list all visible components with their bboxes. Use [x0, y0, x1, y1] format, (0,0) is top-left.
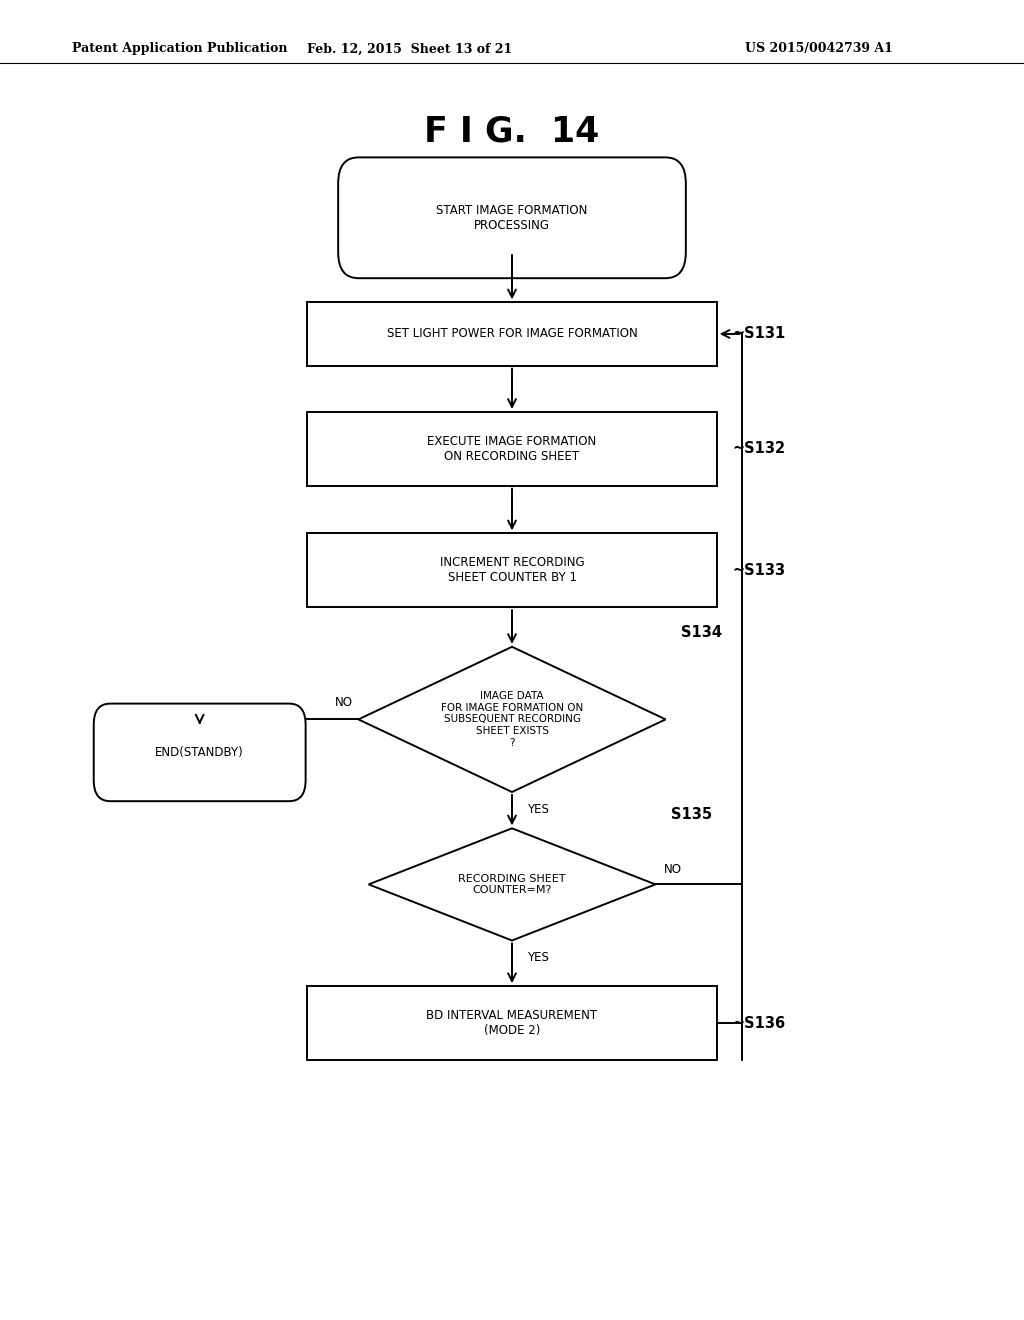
Bar	[307, 302, 717, 366]
Text: NO: NO	[664, 863, 682, 876]
Polygon shape	[358, 647, 666, 792]
Text: ~S136: ~S136	[732, 1015, 785, 1031]
Text: Patent Application Publication: Patent Application Publication	[72, 42, 287, 55]
Text: F I G.  14: F I G. 14	[424, 115, 600, 149]
Text: SET LIGHT POWER FOR IMAGE FORMATION: SET LIGHT POWER FOR IMAGE FORMATION	[387, 327, 637, 341]
Text: Feb. 12, 2015  Sheet 13 of 21: Feb. 12, 2015 Sheet 13 of 21	[307, 42, 512, 55]
Text: BD INTERVAL MEASUREMENT
(MODE 2): BD INTERVAL MEASUREMENT (MODE 2)	[426, 1008, 598, 1038]
FancyBboxPatch shape	[94, 704, 305, 801]
Text: ~S132: ~S132	[732, 441, 785, 457]
Text: RECORDING SHEET
COUNTER=M?: RECORDING SHEET COUNTER=M?	[459, 874, 565, 895]
Text: END(STANDBY): END(STANDBY)	[156, 746, 244, 759]
Text: US 2015/0042739 A1: US 2015/0042739 A1	[745, 42, 893, 55]
Text: START IMAGE FORMATION
PROCESSING: START IMAGE FORMATION PROCESSING	[436, 203, 588, 232]
Text: INCREMENT RECORDING
SHEET COUNTER BY 1: INCREMENT RECORDING SHEET COUNTER BY 1	[439, 556, 585, 585]
Bar	[307, 412, 717, 486]
Text: S134: S134	[681, 626, 722, 640]
Bar	[307, 533, 717, 607]
Text: ~S131: ~S131	[732, 326, 785, 342]
Text: S135: S135	[671, 807, 712, 821]
Text: ~S133: ~S133	[732, 562, 785, 578]
Text: EXECUTE IMAGE FORMATION
ON RECORDING SHEET: EXECUTE IMAGE FORMATION ON RECORDING SHE…	[427, 434, 597, 463]
Bar	[307, 986, 717, 1060]
Text: YES: YES	[527, 950, 549, 964]
FancyBboxPatch shape	[338, 157, 686, 279]
Text: IMAGE DATA
FOR IMAGE FORMATION ON
SUBSEQUENT RECORDING
SHEET EXISTS
?: IMAGE DATA FOR IMAGE FORMATION ON SUBSEQ…	[441, 692, 583, 747]
Polygon shape	[369, 829, 655, 940]
Text: YES: YES	[527, 803, 549, 816]
Text: NO: NO	[335, 696, 353, 709]
